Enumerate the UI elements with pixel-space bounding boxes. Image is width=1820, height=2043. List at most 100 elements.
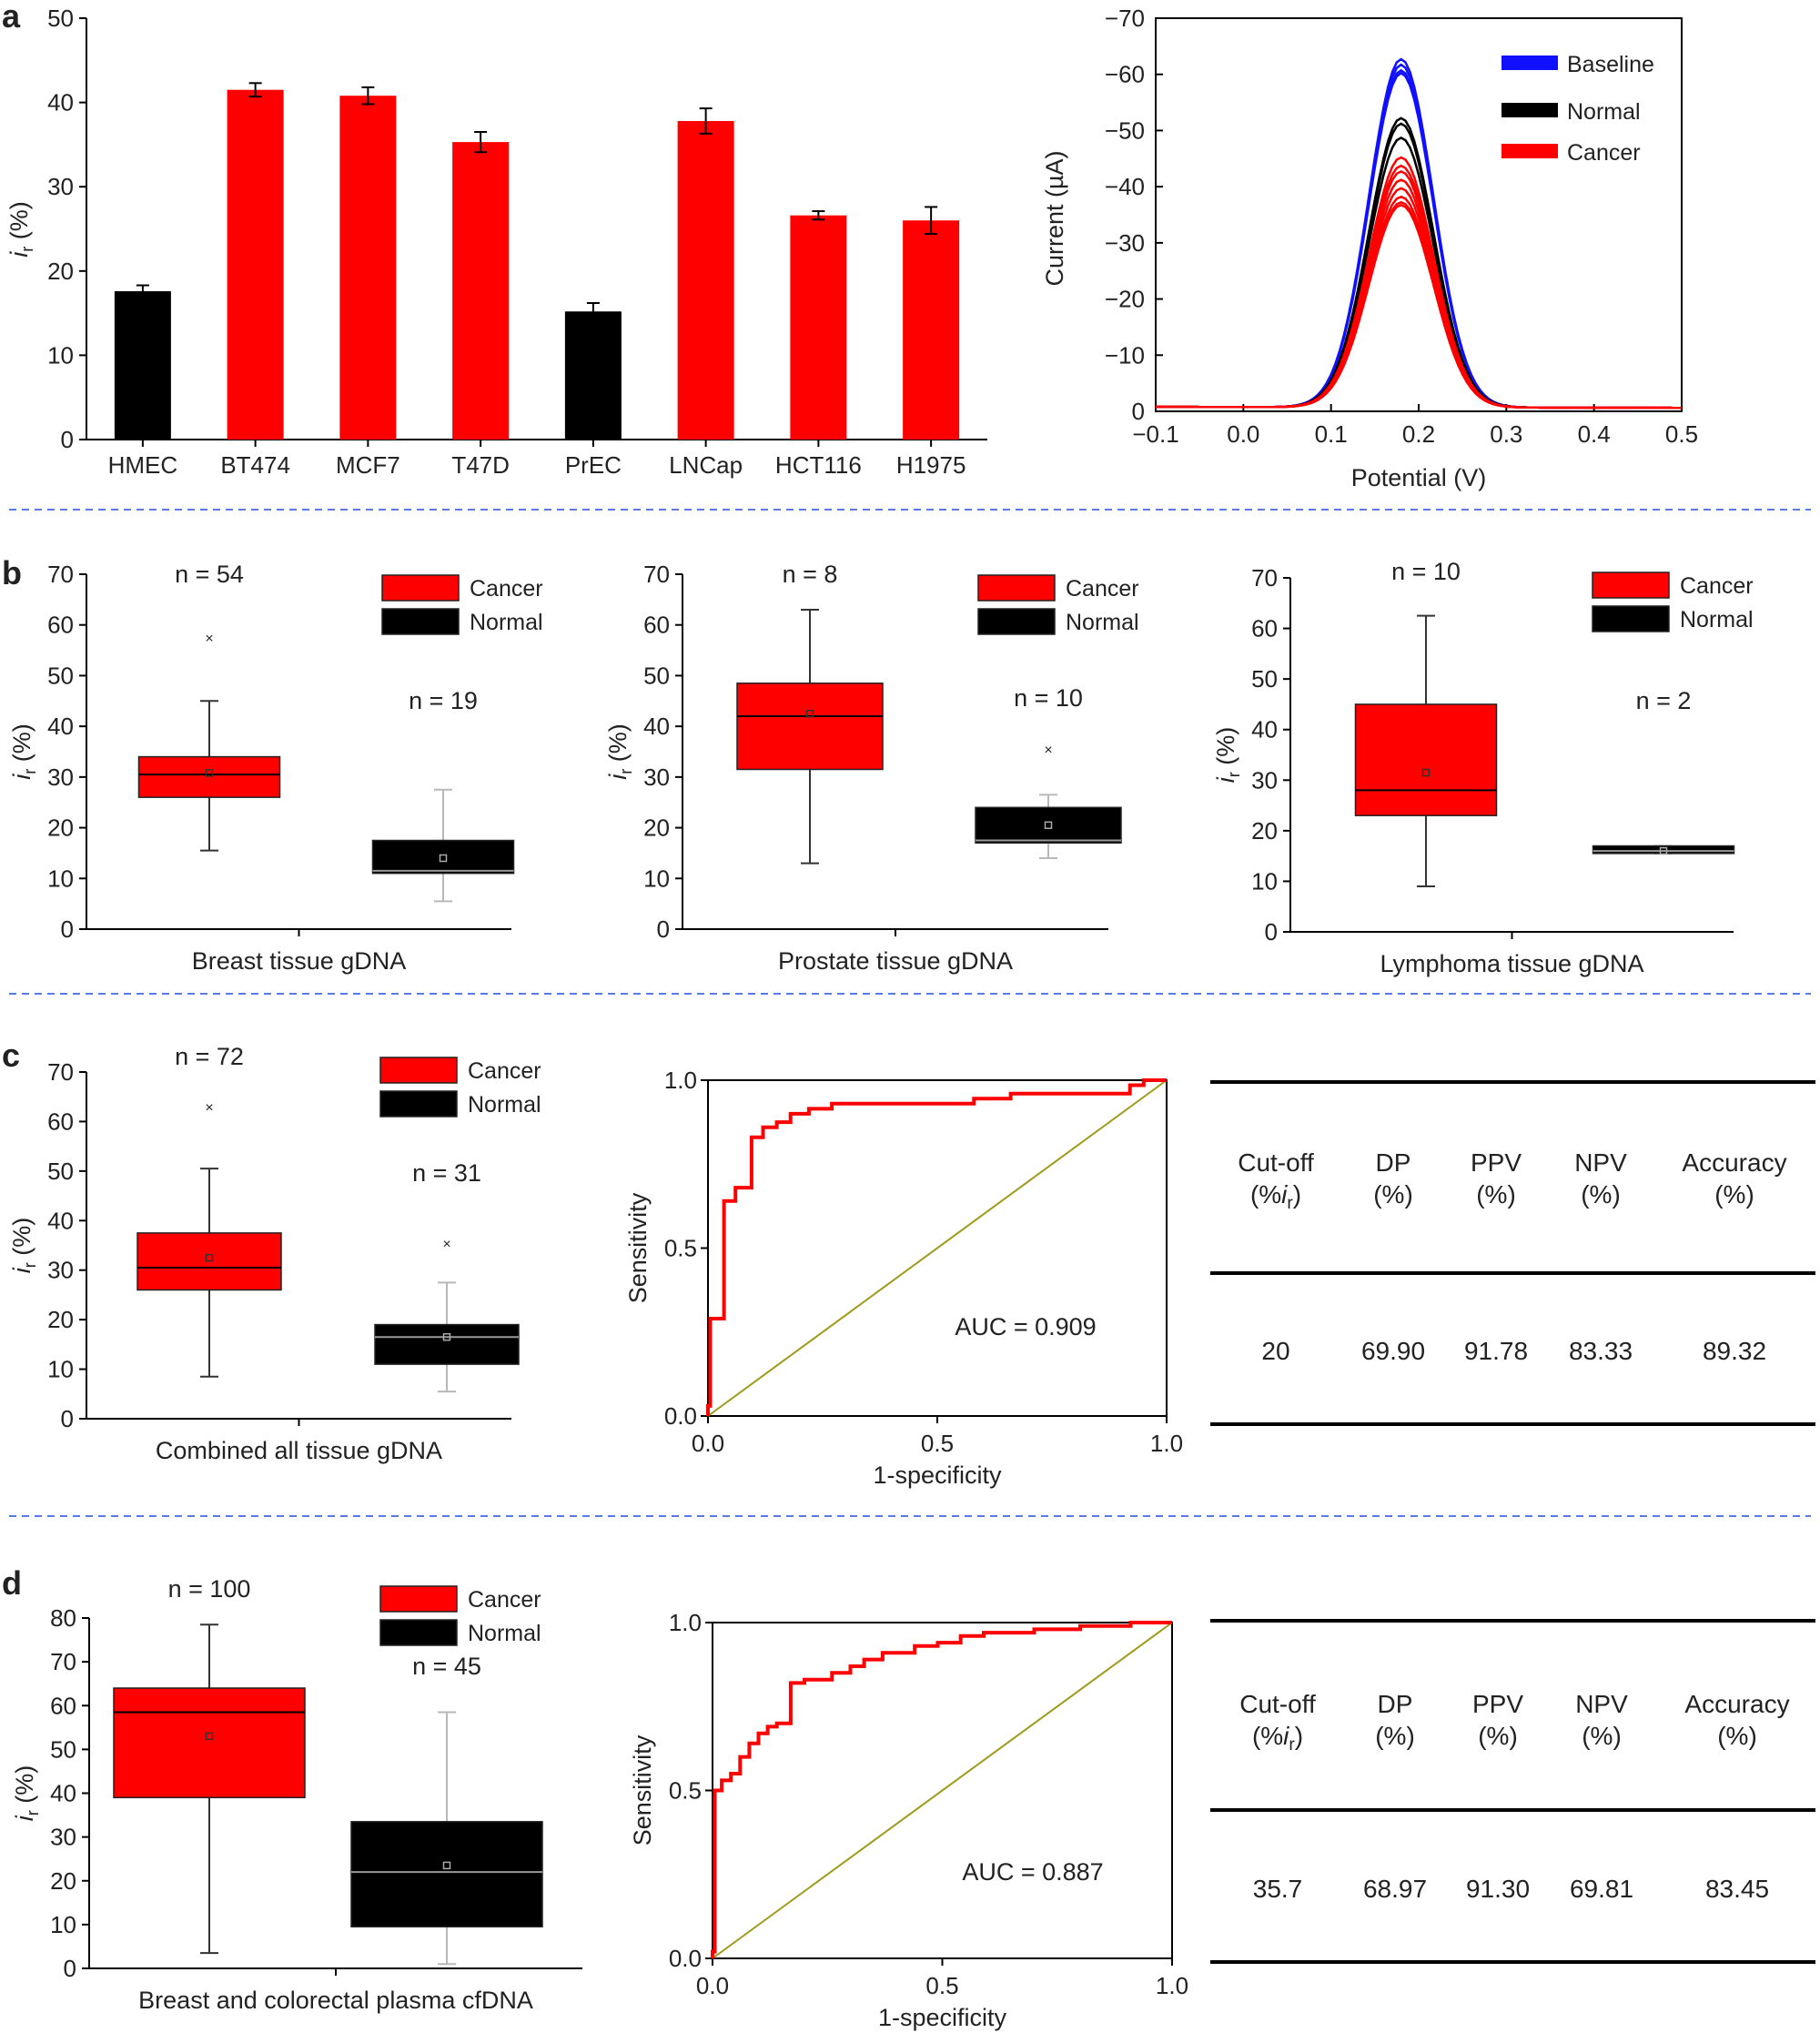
chart-d-roc: 0.00.0 0.5 0.5 1.0 1.0 1-specificity Sensitivi… xyxy=(629,1609,1188,2031)
sample-size-label: n = 31 xyxy=(412,1159,481,1187)
panel-letter-b: b xyxy=(2,554,22,592)
legend-swatch-normal xyxy=(1502,103,1558,117)
mean-marker xyxy=(205,769,214,777)
legend-swatch-cancer xyxy=(381,574,460,602)
y-tick-label: 70 xyxy=(47,1058,74,1086)
table-header-unit: (%ir) xyxy=(1250,1180,1301,1213)
box-cancer xyxy=(137,755,281,798)
table-header: PPV xyxy=(1471,1148,1522,1177)
table-cell: 69.81 xyxy=(1570,1875,1633,1903)
legend-label-normal: Normal xyxy=(1567,99,1641,125)
table-header: Accuracy xyxy=(1684,1690,1789,1718)
x-tick-label: 0.5 xyxy=(921,1430,954,1457)
x-tick-label: 0.0 xyxy=(692,1430,724,1457)
legend-swatch-normal xyxy=(379,1090,458,1118)
x-tick-label: 1.0 xyxy=(1150,1430,1183,1457)
x-tick-label: PrEC xyxy=(565,451,622,479)
x-axis-label: Breast tissue gDNA xyxy=(192,947,407,975)
chart-b-lymphoma-box: 0 10 20 30 40 50 60 70 ir (%) Lymphoma tissue gDN… xyxy=(1212,558,1754,977)
y-axis-label: ir (%) xyxy=(5,201,36,258)
box-cancer xyxy=(113,1687,306,1799)
x-tick-label: 1.0 xyxy=(1156,1972,1188,1999)
panel-letter-c: c xyxy=(2,1037,20,1074)
x-tick-label: MCF7 xyxy=(336,451,400,479)
table-cell: 35.7 xyxy=(1253,1875,1303,1903)
mean-marker xyxy=(1044,821,1053,830)
y-tick-label: 60 xyxy=(47,1107,74,1135)
y-tick-label: 1.0 xyxy=(664,1067,697,1094)
table-header: NPV xyxy=(1575,1690,1628,1718)
box-normal xyxy=(1592,845,1735,855)
table-cell: 83.33 xyxy=(1569,1337,1633,1365)
table-header: NPV xyxy=(1574,1148,1627,1177)
x-tick-label: 0.0 xyxy=(1227,420,1259,448)
y-tick-label: 40 xyxy=(50,1780,76,1807)
legend-label-cancer: Cancer xyxy=(468,1058,541,1084)
table-cell: 83.45 xyxy=(1705,1875,1769,1903)
sample-size-label: n = 10 xyxy=(1391,558,1461,585)
legend-label-cancer: Cancer xyxy=(1680,573,1754,599)
y-tick-label: 0 xyxy=(61,915,74,943)
y-tick-label: 70 xyxy=(47,561,74,588)
y-tick-label: 20 xyxy=(50,1867,76,1895)
x-tick-label: HMEC xyxy=(108,451,178,479)
legend-swatch-normal xyxy=(977,608,1056,635)
legend-label-baseline: Baseline xyxy=(1567,52,1654,77)
bar-hct116 xyxy=(790,215,847,440)
x-tick-label: 0.4 xyxy=(1578,420,1611,448)
table-header: Cut-off xyxy=(1238,1148,1314,1177)
legend-swatch-cancer xyxy=(379,1057,458,1084)
sample-size-label: n = 100 xyxy=(168,1575,251,1603)
y-tick-label: −10 xyxy=(1105,341,1145,369)
chart-c-roc: 0.00.0 0.5 0.5 1.0 1.0 1-specificity Sensitivi… xyxy=(624,1067,1183,1489)
table-header-unit: (%) xyxy=(1717,1722,1757,1750)
x-axis-label: Prostate tissue gDNA xyxy=(778,947,1013,975)
y-axis-label: ir (%) xyxy=(8,1218,39,1274)
y-tick-label: 20 xyxy=(47,1306,74,1333)
x-axis-label: 1-specificity xyxy=(878,2004,1007,2031)
roc-curve xyxy=(706,1078,1167,1416)
y-tick-label: −50 xyxy=(1105,116,1145,144)
y-tick-label: 50 xyxy=(47,5,74,32)
sample-size-label: n = 45 xyxy=(412,1653,481,1680)
sample-size-label: n = 19 xyxy=(409,687,478,714)
y-tick-label: 70 xyxy=(1251,564,1278,592)
x-tick-label: 0.2 xyxy=(1402,420,1435,448)
y-tick-label: 0 xyxy=(64,1955,76,1982)
chart-a-voltammogram: 0 −10 −20 −30 −40 −50 −60 −70 −0.1 0.0 0.1 0.2 0.3 0.… xyxy=(1041,5,1698,491)
y-axis-label: ir (%) xyxy=(8,723,39,780)
bar-t47d xyxy=(452,142,510,440)
table-d-metrics: Cut-off (%ir) DP (%) PPV (%) NPV (%) Accuracy (%)… xyxy=(1210,1619,1815,1964)
mean-marker xyxy=(805,709,814,718)
panel-letter-a: a xyxy=(2,0,21,35)
sample-size-label: n = 72 xyxy=(175,1043,244,1070)
y-tick-label: 1.0 xyxy=(669,1609,702,1636)
y-tick-label: −70 xyxy=(1105,5,1145,32)
table-header: DP xyxy=(1376,1148,1411,1177)
x-tick-label: BT474 xyxy=(220,451,290,479)
legend-label-cancer: Cancer xyxy=(1066,576,1139,602)
legend-swatch-cancer xyxy=(379,1585,458,1613)
x-tick-label: 0.0 xyxy=(696,1972,729,1999)
table-header-unit: (%) xyxy=(1582,1722,1622,1750)
y-axis-label: ir (%) xyxy=(1212,727,1243,784)
curve-cancer xyxy=(1156,187,1682,410)
y-tick-label: 20 xyxy=(47,258,74,285)
y-tick-label: 80 xyxy=(50,1604,76,1632)
bar-hmec xyxy=(114,291,171,440)
y-tick-label: 40 xyxy=(47,713,74,740)
y-tick-label: 50 xyxy=(643,662,670,689)
legend-label-normal: Normal xyxy=(1680,607,1754,632)
box-cancer xyxy=(736,683,884,771)
y-tick-label: 40 xyxy=(643,713,670,740)
y-tick-label: 0.0 xyxy=(669,1945,702,1972)
y-tick-label: 30 xyxy=(47,173,74,200)
curve-normal xyxy=(1156,122,1682,410)
y-tick-label: 50 xyxy=(1251,665,1278,693)
legend-label-normal: Normal xyxy=(1066,610,1139,635)
curve-cancer xyxy=(1156,178,1682,410)
x-tick-label: HCT116 xyxy=(775,451,862,479)
y-tick-label: 60 xyxy=(47,612,74,639)
x-axis-label: Potential (V) xyxy=(1351,464,1487,491)
